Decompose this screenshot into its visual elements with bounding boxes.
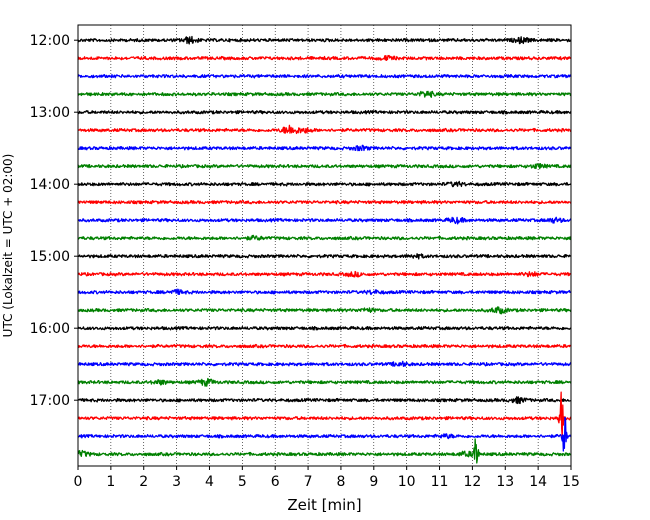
x-tick-label: 15 [562,474,580,490]
x-tick-label: 6 [271,474,280,490]
y-tick-label: 15:00 [30,249,70,265]
trace-1330 [77,144,572,152]
y-tick-label: 12:00 [30,33,70,49]
trace-1730 [77,416,572,452]
x-tick-label: 0 [74,474,83,490]
x-tick-label: 9 [369,474,378,490]
trace-1230 [77,73,572,79]
x-tick-label: 11 [431,474,449,490]
trace-1445 [77,234,572,241]
y-tick-label: 14:00 [30,177,70,193]
trace-1200 [77,35,572,45]
trace-1315 [77,124,572,135]
trace-1245 [77,90,572,98]
trace-1545 [77,306,572,315]
x-tick-label: 1 [106,474,115,490]
trace-1415 [77,199,572,205]
trace-1745 [77,438,572,464]
x-tick-label: 5 [238,474,247,490]
x-tick-label: 12 [463,474,481,490]
trace-1600 [77,325,572,331]
x-tick-label: 13 [496,474,514,490]
y-tick-label: 13:00 [30,105,70,121]
trace-1700 [77,396,572,405]
trace-1300 [77,109,572,115]
trace-1615 [77,343,572,349]
trace-1630 [77,360,572,367]
x-axis-label: Zeit [min] [287,496,361,514]
axis-ticks: 0 1 2 3 4 5 6 7 8 9 10 11 12 13 14 1512:0013:0014:0015:… [30,33,580,490]
x-tick-label: 4 [205,474,214,490]
y-axis-label: UTC (Lokalzeit = UTC + 02:00) [1,154,15,338]
x-tick-label: 10 [398,474,416,490]
trace-1400 [77,180,572,188]
x-tick-label: 3 [172,474,181,490]
trace-1345 [77,162,572,170]
trace-lines [77,35,572,464]
x-tick-label: 8 [336,474,345,490]
plot-frame [77,24,572,467]
y-tick-label: 16:00 [30,321,70,337]
trace-1215 [77,54,572,62]
trace-1515 [77,270,572,278]
x-tick-label: 2 [139,474,148,490]
trace-1500 [77,253,572,260]
trace-1645 [77,377,572,387]
trace-1430 [77,216,572,225]
x-tick-label: 7 [304,474,313,490]
x-tick-label: 14 [529,474,547,490]
trace-1715 [77,391,572,437]
y-tick-label: 17:00 [30,393,70,409]
trace-1530 [77,288,572,296]
